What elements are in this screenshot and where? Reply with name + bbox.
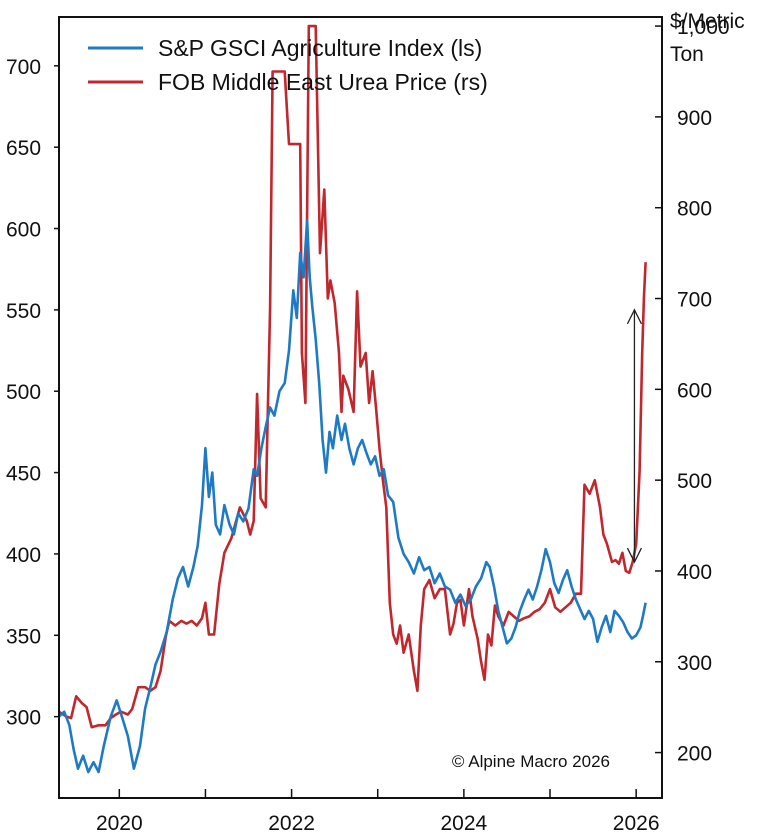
left-tick-label: 650 [6,137,41,160]
x-tick-label: 2024 [441,812,488,835]
right-tick-label: 900 [677,107,712,130]
right-tick-label: 300 [677,652,712,675]
x-tick-label: 2026 [613,812,660,835]
plot-frame [58,16,663,799]
x-tick-label: 2022 [268,812,315,835]
left-tick-label: 450 [6,463,41,486]
left-tick-label: 350 [6,625,41,648]
right-tick-label: 700 [677,289,712,312]
left-tick-label: 400 [6,544,41,567]
right-tick-label: 400 [677,561,712,584]
right-tick-label: 500 [677,470,712,493]
legend-label-urea-price: FOB Middle East Urea Price (rs) [158,69,488,95]
series-line-urea-price [58,24,647,729]
right-axis-unit-line2: Ton [670,43,704,66]
right-tick-label: 1,000 [677,16,730,39]
legend-label-agriculture-index: S&P GSCI Agriculture Index (ls) [158,35,482,61]
right-axis-unit-line1: $/Metric [670,10,745,33]
left-tick-label: 300 [6,707,41,730]
left-tick-label: 700 [6,56,41,79]
right-tick-label: 800 [677,198,712,221]
x-tick-label: 2020 [96,812,143,835]
arrow-head-down [626,547,643,564]
left-tick-label: 500 [6,381,41,404]
right-tick-label: 200 [677,743,712,766]
right-tick-label: 600 [677,379,712,402]
series-line-agriculture-index [58,219,647,774]
left-tick-label: 550 [6,300,41,323]
arrow-head-up [626,308,643,325]
left-tick-label: 600 [6,219,41,242]
copyright-note: © Alpine Macro 2026 [452,752,610,771]
